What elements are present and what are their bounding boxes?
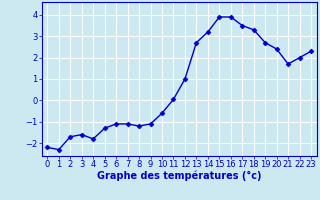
X-axis label: Graphe des températures (°c): Graphe des températures (°c) [97, 171, 261, 181]
